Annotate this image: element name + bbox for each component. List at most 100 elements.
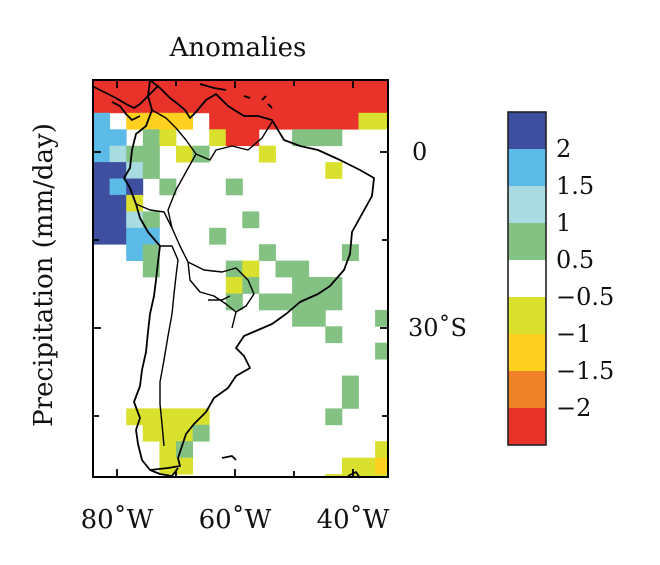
anomaly-cell <box>292 260 310 278</box>
axis-ticks <box>93 80 388 477</box>
anomaly-cell <box>142 145 160 163</box>
anomaly-cell <box>308 277 326 294</box>
anomaly-cell <box>275 293 293 311</box>
anomaly-cell <box>176 408 193 426</box>
anomaly-cell <box>176 424 193 442</box>
anomaly-cell <box>275 80 293 97</box>
anomaly-cell <box>93 211 110 229</box>
anomaly-cell <box>341 392 359 409</box>
y-axis-label: Precipitation (mm/day) <box>29 123 59 427</box>
anomaly-cell <box>325 326 343 344</box>
anomaly-cell <box>375 342 388 360</box>
anomaly-cell <box>93 112 110 130</box>
legend-label: 1 <box>556 209 571 237</box>
anomaly-cell <box>93 162 110 179</box>
anomaly-cell <box>209 227 227 245</box>
anomaly-cell <box>209 129 227 147</box>
anomaly-cell <box>292 80 310 97</box>
anomaly-cell <box>109 194 127 212</box>
anomaly-cell <box>358 80 376 97</box>
anomaly-cell <box>159 178 177 196</box>
x-tick-label-60w: 60˚W <box>199 505 272 535</box>
anomaly-cell <box>258 293 276 311</box>
anomaly-cell <box>242 112 260 130</box>
anomaly-cell <box>242 129 260 147</box>
anomaly-cell <box>341 80 359 97</box>
anomaly-cell <box>292 309 310 327</box>
caribbean-islands <box>199 83 273 109</box>
anomaly-cell <box>325 80 343 97</box>
anomaly-cell <box>142 424 160 442</box>
anomaly-cell <box>258 80 276 97</box>
anomaly-cell <box>308 96 326 114</box>
anomaly-cell <box>142 408 160 426</box>
anomaly-cell <box>375 457 388 475</box>
legend-label: −2 <box>556 394 591 422</box>
anomaly-cell <box>292 277 310 294</box>
anomaly-cell <box>375 96 388 114</box>
anomaly-cell <box>126 244 144 261</box>
anomaly-cell <box>159 457 177 475</box>
anomaly-cell <box>126 145 144 163</box>
anomaly-cell <box>109 129 127 147</box>
anomaly-cell <box>375 80 388 97</box>
anomaly-grid <box>93 80 388 477</box>
anomaly-cell <box>325 293 343 311</box>
anomaly-cell <box>176 80 193 97</box>
anomaly-cell <box>225 277 243 294</box>
coastline <box>91 79 375 479</box>
anomaly-cell <box>242 80 260 97</box>
anomaly-cell <box>142 80 160 97</box>
anomaly-cell <box>109 162 127 179</box>
anomaly-cell <box>308 293 326 311</box>
anomaly-cell <box>325 408 343 426</box>
anomaly-cell <box>142 260 160 278</box>
anomaly-cell <box>292 112 310 130</box>
anomaly-cell <box>358 457 376 475</box>
anomaly-cell <box>325 277 343 294</box>
legend-swatch <box>508 408 546 445</box>
anomaly-cell <box>93 129 110 147</box>
anomaly-cell <box>325 96 343 114</box>
anomaly-cell <box>308 129 326 147</box>
anomaly-cell <box>109 227 127 245</box>
anomaly-cell <box>292 129 310 147</box>
legend-swatch <box>508 149 546 186</box>
legend-swatch <box>508 334 546 371</box>
anomaly-cell <box>159 408 177 426</box>
anomaly-cell <box>126 112 144 130</box>
legend-border <box>507 111 547 446</box>
anomaly-cell <box>93 145 110 163</box>
anomaly-cell <box>308 112 326 130</box>
anomaly-cell <box>341 375 359 393</box>
anomaly-cell <box>93 227 110 245</box>
anomaly-cell <box>93 96 110 114</box>
anomaly-cell <box>325 162 343 179</box>
anomaly-cell <box>225 129 243 147</box>
anomaly-cell <box>142 129 160 147</box>
anomaly-cell <box>176 96 193 114</box>
legend-label: 1.5 <box>556 172 594 200</box>
anomaly-cell <box>109 145 127 163</box>
anomaly-cell <box>325 112 343 130</box>
anomaly-cell <box>275 112 293 130</box>
anomaly-cell <box>176 457 193 475</box>
anomaly-cell <box>142 211 160 229</box>
anomaly-cell <box>375 474 388 477</box>
anomaly-cell <box>192 80 210 97</box>
anomaly-cell <box>126 80 144 97</box>
anomaly-cell <box>93 178 110 196</box>
country-borders <box>135 109 273 447</box>
anomaly-cell <box>325 129 343 147</box>
y-tick-label-30s: 30˚S <box>408 314 467 342</box>
anomaly-cell <box>242 260 260 278</box>
map-frame <box>92 79 389 478</box>
anomaly-cell <box>225 112 243 130</box>
anomaly-cell <box>109 178 127 196</box>
color-legend: 2 1.5 1 0.5 −0.5 −1 −1.5 −2 <box>507 111 614 446</box>
anomaly-cell <box>258 96 276 114</box>
legend-swatch <box>508 223 546 260</box>
anomaly-cell <box>176 145 193 163</box>
anomaly-cell <box>126 194 144 212</box>
